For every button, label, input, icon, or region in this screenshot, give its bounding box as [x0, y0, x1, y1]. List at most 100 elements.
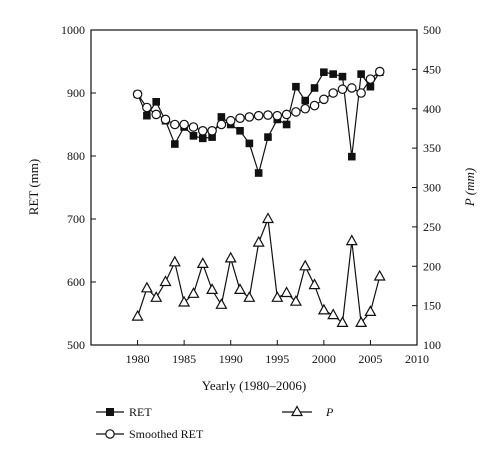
- y-axis-right-ticks: 100 150 200 250 300 350 400 450 500: [412, 23, 441, 352]
- data-point-ret: [357, 70, 365, 78]
- data-point-ret: [208, 133, 216, 141]
- series-smoothed-ret: [132, 66, 385, 136]
- data-point-ret: [189, 132, 198, 140]
- data-point-p: [317, 303, 330, 315]
- legend-ret-marker: [106, 408, 114, 416]
- data-point-ret: [217, 113, 226, 121]
- data-point-p: [308, 278, 321, 290]
- x-tick-label: 1980: [126, 352, 150, 366]
- data-point-p: [215, 298, 228, 309]
- data-point-smoothed-ret: [151, 109, 161, 120]
- series-p: [131, 212, 386, 327]
- data-point-p: [150, 291, 163, 302]
- data-point-smoothed-ret: [244, 112, 255, 122]
- data-point-p: [159, 275, 172, 287]
- data-point-smoothed-ret: [328, 88, 338, 98]
- data-point-ret: [254, 169, 263, 177]
- data-point-p: [206, 283, 219, 294]
- data-point-smoothed-ret: [272, 110, 283, 121]
- y-axis-right-title: P (mm): [462, 168, 477, 207]
- data-point-ret: [264, 133, 272, 141]
- data-point-p: [178, 295, 191, 307]
- legend-smoothed-marker: [105, 429, 115, 439]
- data-point-p: [364, 305, 377, 316]
- data-point-smoothed-ret: [253, 110, 264, 121]
- data-point-smoothed-ret: [197, 126, 208, 136]
- data-point-ret: [366, 82, 375, 91]
- data-point-p: [243, 291, 256, 302]
- data-point-smoothed-ret: [216, 119, 227, 130]
- series-layer: [131, 66, 386, 327]
- data-point-smoothed-ret: [346, 83, 357, 93]
- data-point-ret: [292, 82, 300, 91]
- data-point-ret: [152, 98, 160, 106]
- data-point-smoothed-ret: [365, 74, 376, 84]
- data-point-p: [261, 212, 275, 224]
- data-point-p: [345, 234, 358, 246]
- data-point-p: [224, 251, 237, 263]
- data-point-smoothed-ret: [337, 84, 348, 95]
- x-tick-label: 2000: [312, 352, 336, 366]
- data-point-smoothed-ret: [374, 66, 385, 77]
- data-point-p: [196, 257, 209, 268]
- legend-ret-label: RET: [129, 405, 152, 419]
- data-point-ret: [245, 139, 254, 148]
- legend-p-marker: [290, 405, 304, 417]
- legend-smoothed-label: Smoothed RET: [129, 427, 204, 441]
- y-axis-left-title: RET (mm): [26, 159, 41, 215]
- x-axis-ticks: 1980 1985 1990 1995 2000 2005 2010: [126, 340, 429, 366]
- data-point-ret: [236, 127, 244, 135]
- y-tick-label: 1000: [61, 23, 85, 37]
- data-point-p: [280, 286, 293, 298]
- y2-tick-label: 300: [423, 181, 441, 195]
- x-tick-label: 1995: [265, 352, 289, 366]
- data-point-ret: [338, 72, 347, 81]
- y2-tick-label: 150: [423, 299, 441, 313]
- x-axis-title: Yearly (1980–2006): [202, 378, 306, 393]
- data-point-p: [252, 235, 265, 247]
- series-line-p: [137, 218, 381, 325]
- data-point-ret: [320, 68, 328, 77]
- data-point-smoothed-ret: [281, 109, 292, 120]
- legend-item-p: P: [282, 405, 334, 419]
- legend: RET Smoothed RET P: [96, 405, 334, 441]
- y2-tick-label: 350: [423, 141, 441, 155]
- data-point-smoothed-ret: [188, 122, 199, 132]
- y-tick-label: 800: [67, 149, 85, 163]
- y2-tick-label: 100: [423, 338, 441, 352]
- data-point-smoothed-ret: [142, 102, 152, 113]
- legend-p-label: P: [325, 405, 334, 419]
- y-tick-label: 700: [67, 212, 85, 226]
- data-point-smoothed-ret: [291, 107, 301, 117]
- y2-tick-label: 450: [423, 62, 441, 76]
- y-tick-label: 900: [67, 86, 85, 100]
- data-point-ret: [301, 96, 310, 105]
- data-point-p: [131, 309, 144, 321]
- data-point-p: [355, 316, 368, 327]
- data-point-p: [271, 291, 284, 302]
- y-tick-label: 500: [67, 338, 85, 352]
- x-tick-label: 2005: [358, 352, 382, 366]
- data-point-smoothed-ret: [309, 100, 320, 111]
- data-point-ret: [171, 140, 179, 148]
- data-point-smoothed-ret: [300, 103, 311, 114]
- data-point-p: [336, 316, 349, 327]
- data-point-p: [168, 255, 181, 267]
- data-point-p: [327, 308, 340, 320]
- data-point-ret: [310, 84, 319, 92]
- data-point-smoothed-ret: [319, 94, 329, 105]
- data-point-p: [187, 287, 200, 298]
- y2-tick-label: 400: [423, 102, 441, 116]
- y2-tick-label: 200: [423, 259, 441, 273]
- data-point-smoothed-ret: [179, 119, 189, 130]
- data-point-ret: [143, 111, 151, 120]
- data-point-ret: [348, 152, 356, 161]
- data-point-smoothed-ret: [235, 113, 245, 123]
- y-axis-left-ticks: 500 600 700 800 900 1000: [61, 23, 96, 352]
- data-point-smoothed-ret: [225, 115, 236, 126]
- data-point-ret: [329, 70, 337, 78]
- data-point-smoothed-ret: [132, 89, 143, 100]
- x-tick-label: 1990: [219, 352, 243, 366]
- data-point-smoothed-ret: [263, 110, 273, 120]
